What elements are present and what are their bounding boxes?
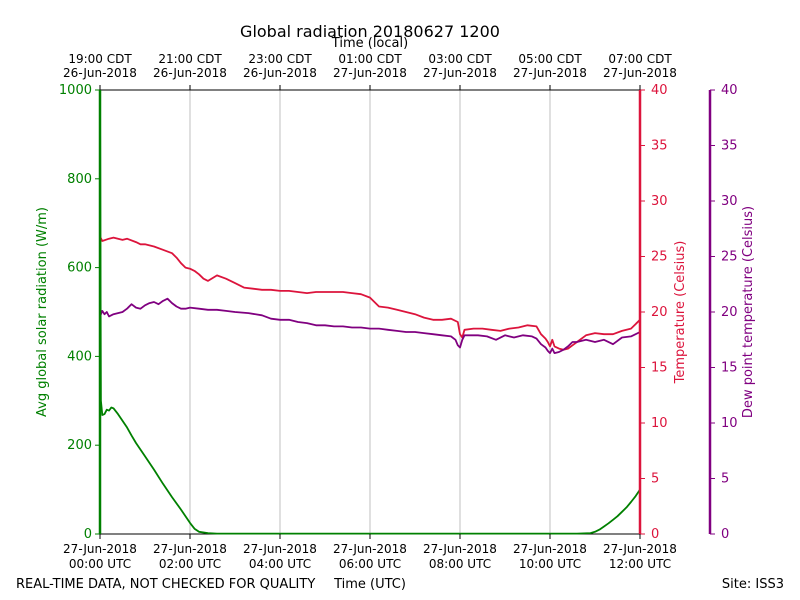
top-tick-date: 27-Jun-2018 — [513, 66, 587, 80]
bottom-tick-date: 27-Jun-2018 — [333, 542, 407, 556]
top-axis-label: Time (local) — [331, 36, 408, 51]
far-right-tick-label: 20 — [721, 305, 738, 320]
far-right-tick-label: 35 — [721, 139, 738, 154]
top-tick-time: 05:00 CDT — [518, 52, 582, 66]
right-tick-label: 35 — [651, 139, 668, 154]
vertical-grid — [189, 90, 551, 534]
top-tick-date: 27-Jun-2018 — [333, 66, 407, 80]
far-right-tick-label: 30 — [721, 194, 738, 209]
top-tick-time: 21:00 CDT — [158, 52, 222, 66]
bottom-tick-time: 06:00 UTC — [339, 557, 401, 571]
bottom-tick-time: 02:00 UTC — [159, 557, 221, 571]
far-right-tick-label: 25 — [721, 250, 738, 265]
top-tick-time: 01:00 CDT — [338, 52, 402, 66]
right-tick-label: 30 — [651, 194, 668, 209]
bottom-tick-time: 00:00 UTC — [69, 557, 131, 571]
top-tick-date: 27-Jun-2018 — [603, 66, 677, 80]
far-right-tick-label: 5 — [721, 472, 729, 487]
far-right-tick-label: 15 — [721, 361, 738, 376]
far-right-tick-label: 0 — [721, 527, 729, 542]
left-tick-label: 800 — [67, 172, 92, 187]
right-axis-label: Temperature (Celsius) — [673, 241, 688, 385]
right-axis-ticks: 0 5 10 15 20 25 30 35 40 — [640, 83, 668, 542]
bottom-tick-date: 27-Jun-2018 — [513, 542, 587, 556]
quality-disclaimer: REAL-TIME DATA, NOT CHECKED FOR QUALITY — [16, 577, 315, 592]
bottom-tick-time: 10:00 UTC — [519, 557, 581, 571]
top-tick-date: 27-Jun-2018 — [423, 66, 497, 80]
top-tick-time: 23:00 CDT — [248, 52, 312, 66]
site-label: Site: ISS3 — [722, 577, 784, 592]
bottom-tick-date: 27-Jun-2018 — [243, 542, 317, 556]
x-axis-label: Time (UTC) — [333, 577, 406, 592]
right-tick-label: 5 — [651, 472, 659, 487]
left-tick-label: 1000 — [59, 83, 92, 98]
left-axis-ticks: 0 200 400 600 800 1000 — [59, 83, 100, 542]
top-tick-time: 03:00 CDT — [428, 52, 492, 66]
right-tick-label: 40 — [651, 83, 668, 98]
left-tick-label: 200 — [67, 438, 92, 453]
left-tick-label: 400 — [67, 349, 92, 364]
bottom-tick-date: 27-Jun-2018 — [603, 542, 677, 556]
left-tick-label: 600 — [67, 261, 92, 276]
far-right-tick-label: 10 — [721, 416, 738, 431]
bottom-tick-date: 27-Jun-2018 — [153, 542, 227, 556]
left-axis-label: Avg global solar radiation (W/m) — [35, 207, 50, 417]
bottom-tick-time: 08:00 UTC — [429, 557, 491, 571]
right-tick-label: 0 — [651, 527, 659, 542]
right-tick-label: 10 — [651, 416, 668, 431]
top-tick-time: 07:00 CDT — [608, 52, 672, 66]
bottom-tick-time: 12:00 UTC — [609, 557, 671, 571]
right-tick-label: 25 — [651, 250, 668, 265]
series-line-temperature — [99, 236, 641, 351]
far-right-tick-label: 40 — [721, 83, 738, 98]
top-tick-date: 26-Jun-2018 — [243, 66, 317, 80]
right-tick-label: 15 — [651, 361, 668, 376]
bottom-tick-date: 27-Jun-2018 — [423, 542, 497, 556]
chart-title: Global radiation 20180627 1200 — [240, 22, 500, 41]
left-tick-label: 0 — [84, 527, 92, 542]
series-line-global-radiation — [99, 89, 641, 535]
right-tick-label: 20 — [651, 305, 668, 320]
series-layer — [99, 89, 641, 535]
series-line-dew-point — [99, 297, 641, 355]
top-tick-date: 26-Jun-2018 — [153, 66, 227, 80]
bottom-tick-date: 27-Jun-2018 — [63, 542, 137, 556]
top-tick-time: 19:00 CDT — [68, 52, 132, 66]
top-tick-date: 26-Jun-2018 — [63, 66, 137, 80]
far-right-axis-ticks: 0 5 10 15 20 25 30 35 40 — [710, 83, 738, 542]
bottom-tick-time: 04:00 UTC — [249, 557, 311, 571]
far-right-axis-label: Dew point temperature (Celsius) — [741, 206, 756, 418]
